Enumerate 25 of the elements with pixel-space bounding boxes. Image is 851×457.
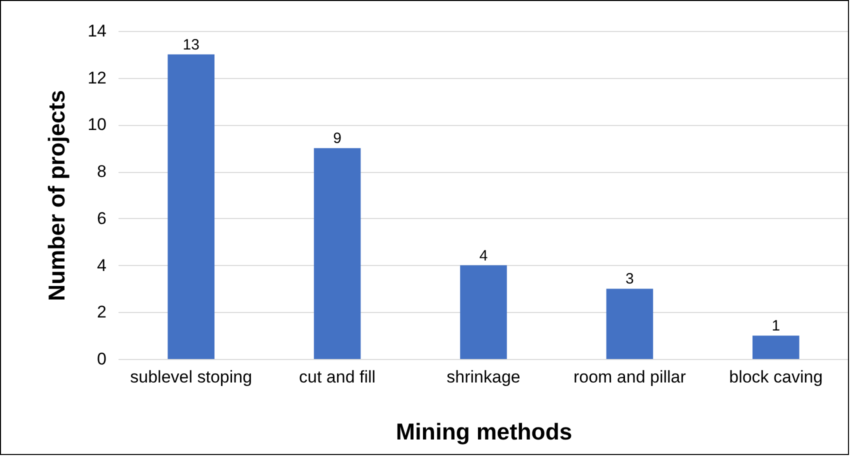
- data-label: 9: [333, 130, 342, 148]
- x-tick-label: room and pillar: [573, 368, 686, 386]
- bar: [752, 336, 800, 359]
- y-tick-label: 4: [97, 256, 106, 275]
- data-label: 13: [182, 36, 200, 54]
- y-tick-label: 10: [88, 115, 106, 134]
- y-tick-label: 8: [97, 162, 106, 182]
- x-tick-label: shrinkage: [446, 368, 520, 386]
- x-tick-label: sublevel stoping: [130, 368, 252, 386]
- data-label: 4: [479, 247, 488, 264]
- y-tick-label: 14: [88, 22, 106, 40]
- data-label: 1: [772, 318, 780, 335]
- bar: [606, 288, 654, 359]
- y-axis-title: Number of projects: [44, 90, 70, 301]
- y-tick-label: 6: [97, 208, 106, 228]
- bar: [460, 265, 507, 359]
- data-label: 3: [626, 270, 634, 288]
- x-tick-label: cut and fill: [299, 368, 376, 386]
- bar: [168, 54, 214, 359]
- y-tick-label: 12: [88, 68, 106, 88]
- y-tick-label: 0: [97, 350, 106, 368]
- x-axis-title: Mining methods: [396, 418, 572, 444]
- bar: [314, 148, 361, 359]
- y-tick-label: 2: [97, 302, 106, 322]
- x-tick-label: block caving: [729, 368, 823, 386]
